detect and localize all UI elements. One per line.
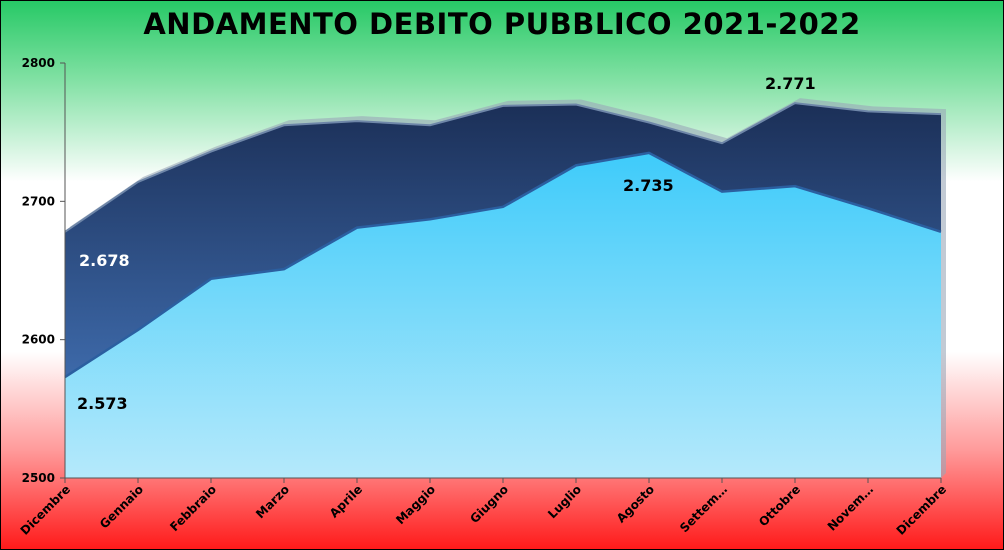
x-tick-label: Aprile (327, 482, 365, 520)
data-label: 2.771 (765, 74, 816, 93)
series-0-line (64, 102, 942, 233)
x-tick-label: Settem… (677, 482, 730, 535)
x-tick-label: Marzo (253, 482, 292, 521)
x-tick-label: Dicembre (894, 482, 949, 537)
series-1-area (65, 152, 941, 478)
data-label: 2.573 (77, 394, 128, 413)
x-tick-label: Novem… (825, 482, 876, 533)
data-label: 2.735 (623, 176, 674, 195)
x-tick-label: Agosto (614, 482, 657, 525)
x-tick-label: Maggio (393, 482, 438, 527)
chart-title: ANDAMENTO DEBITO PUBBLICO 2021-2022 (143, 7, 861, 41)
series-1-line (64, 151, 942, 379)
y-tick-label: 2600 (22, 333, 55, 347)
y-tick-label: 2500 (22, 471, 55, 485)
x-tick-label: Giugno (467, 482, 511, 526)
x-tick-label: Luglio (545, 482, 584, 521)
data-label: 2.678 (79, 251, 130, 270)
y-tick-label: 2700 (22, 194, 55, 208)
x-tick-label: Dicembre (18, 482, 73, 537)
x-tick-label: Ottobre (756, 482, 803, 529)
y-tick-label: 2800 (22, 56, 55, 70)
x-tick-label: Gennaio (97, 482, 146, 531)
x-tick-label: Febbraio (167, 482, 219, 534)
